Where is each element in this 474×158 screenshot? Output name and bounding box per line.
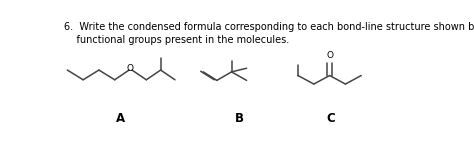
Text: O: O bbox=[326, 51, 333, 60]
Text: B: B bbox=[235, 112, 244, 125]
Text: functional groups present in the molecules.: functional groups present in the molecul… bbox=[64, 35, 289, 45]
Text: 6.  Write the condensed formula corresponding to each bond-line structure shown : 6. Write the condensed formula correspon… bbox=[64, 22, 474, 32]
Text: O: O bbox=[126, 64, 133, 73]
Text: A: A bbox=[117, 112, 126, 125]
Text: C: C bbox=[327, 112, 336, 125]
